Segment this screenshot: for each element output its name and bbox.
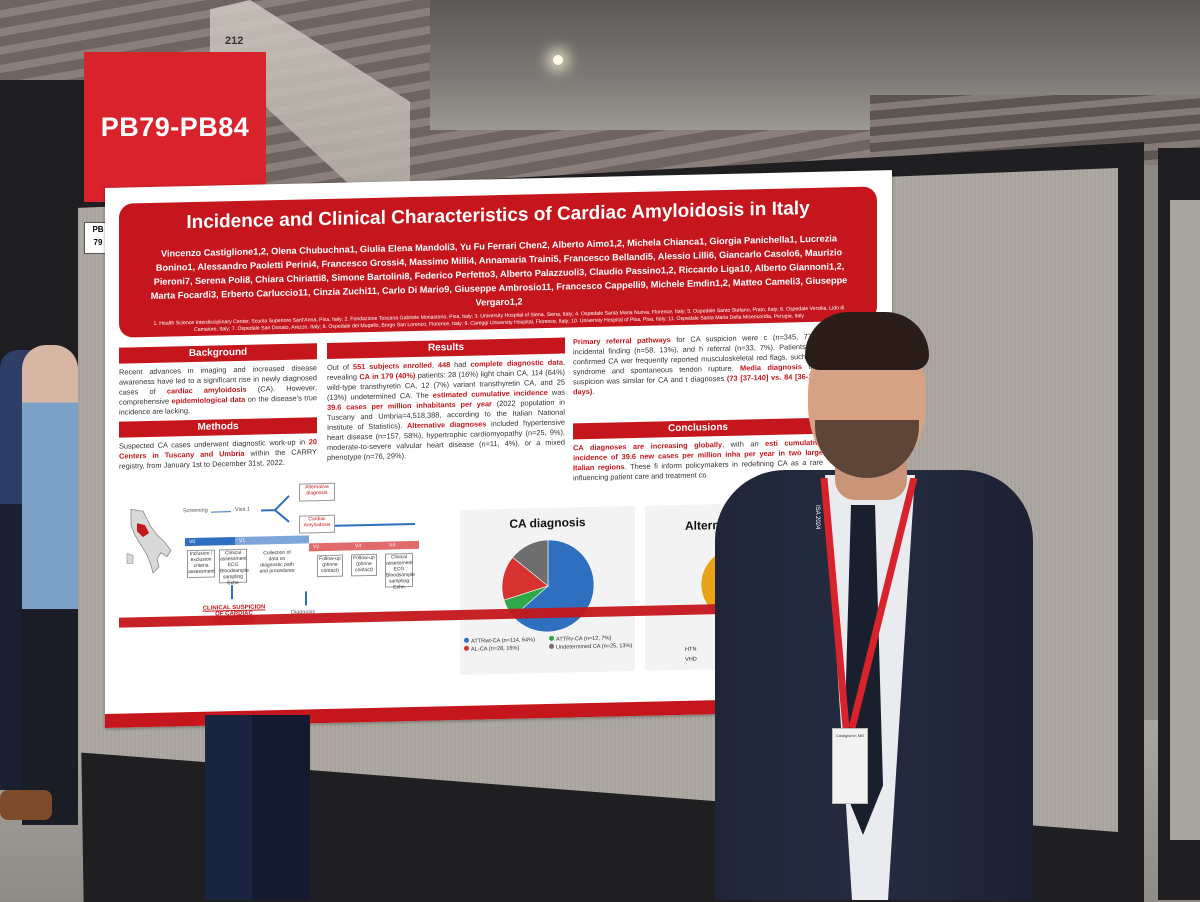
- screening-label: Screening: [183, 507, 208, 515]
- arrow: [211, 511, 231, 513]
- poster-title: Incidence and Clinical Characteristics o…: [186, 198, 810, 234]
- timeline-v1: V1: [235, 535, 309, 546]
- step-box: Inclusion / exclusion criteria assessmen…: [187, 549, 215, 579]
- arrow: [231, 585, 233, 600]
- board-sign-label: PB79-PB84: [100, 111, 250, 142]
- timeline-v0: V0: [185, 537, 235, 547]
- legend-item: AL-CA (n=28, 16%): [464, 644, 549, 654]
- step-box: Follow-up (phone contact): [351, 553, 377, 577]
- arrow: [305, 591, 307, 606]
- section-number: 212: [225, 35, 244, 47]
- ca-diagnosis-pie: [501, 539, 595, 633]
- results-heading: Results: [327, 337, 565, 359]
- legend-swatch: [464, 637, 469, 643]
- branch-arrow-icon: [261, 495, 290, 523]
- background-heading: Background: [119, 343, 317, 364]
- italy-map-icon: [126, 508, 172, 574]
- bystander: [22, 345, 78, 825]
- tag-line-2: 79: [93, 238, 103, 247]
- methods-heading: Methods: [119, 417, 317, 438]
- adjacent-board: [1170, 200, 1200, 840]
- chart-title: CA diagnosis: [509, 515, 586, 531]
- timeline-v3: V3: [351, 541, 387, 551]
- chart-legend: HTN VHD: [685, 645, 697, 665]
- tag-line-1: PB: [92, 225, 104, 234]
- arrow: [335, 522, 415, 527]
- legend-item: VHD: [685, 656, 697, 663]
- legend-item: HTN: [685, 646, 697, 653]
- step-box: Clinical assessment ECG Bloodsample samp…: [385, 553, 415, 591]
- visit1-label: Visit 1: [235, 506, 250, 514]
- background-text: Recent advances in imaging and increased…: [119, 363, 318, 417]
- results-text: Out of 551 subjects enrolled, 448 had co…: [327, 357, 566, 462]
- alt-diagnosis-box: Alternative diagnosis: [299, 482, 335, 502]
- legend-swatch: [549, 643, 554, 649]
- conclusions-heading: Conclusions: [573, 417, 823, 440]
- pie-slice-undetermined-ca: [512, 539, 549, 587]
- shoe: [0, 790, 52, 820]
- referral-text: Primary referral pathways for CA suspici…: [573, 331, 823, 397]
- step-box: Collection of data on diagnostic path an…: [259, 549, 295, 575]
- timeline-v2: V2: [309, 542, 353, 552]
- presenter-hair: [805, 312, 929, 370]
- lanyard-text: ISA 2024: [814, 505, 820, 530]
- step-box: Clinical assessment ECG Bloodsample samp…: [219, 548, 249, 587]
- timeline-v4: V4: [385, 540, 419, 550]
- chart-legend: ATTRwt-CA (n=114, 64%) ATTRv-CA (n=12, 7…: [464, 634, 634, 654]
- poster-authors: Vincenzo Castiglione1,2, Olena Chubuchna…: [150, 233, 848, 308]
- chart-title: Altern: [685, 518, 720, 533]
- poster-header: Incidence and Clinical Characteristics o…: [119, 186, 877, 338]
- badge-name: Castiglione, MD: [835, 733, 865, 738]
- cardiac-amyloidosis-box: Cardiac Amyloidosis: [299, 514, 335, 534]
- ceiling-light: [553, 55, 563, 65]
- bystander-legs: [205, 715, 310, 900]
- legend-swatch: [464, 645, 469, 651]
- ca-diagnosis-chart: CA diagnosis ATTRwt-CA (n=114, 64%) ATTR…: [460, 505, 635, 675]
- lanyard: [820, 478, 918, 729]
- legend-item: Undetermined CA (n=25, 13%): [549, 642, 634, 652]
- step-box: Follow-up (phone contact): [317, 554, 343, 578]
- name-badge: Castiglione, MD: [832, 728, 868, 804]
- study-design-diagram: Screening Visit 1 Alternative diagnosis …: [119, 481, 419, 638]
- legend-swatch: [549, 635, 554, 641]
- methods-text: Suspected CA cases underwent diagnostic …: [119, 437, 317, 471]
- board-sign: PB79-PB84: [84, 52, 266, 202]
